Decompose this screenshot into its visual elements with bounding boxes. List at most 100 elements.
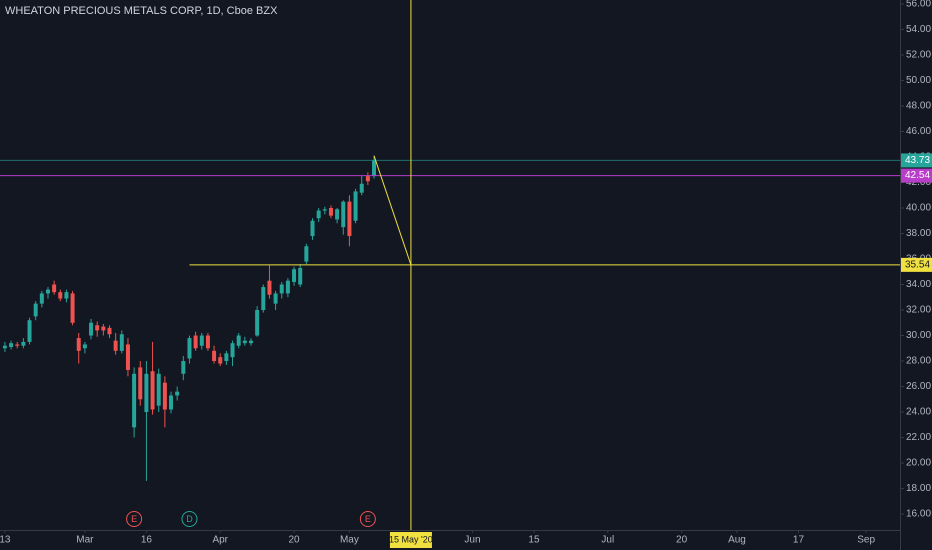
- candle-body: [347, 201, 352, 237]
- event-marker: [181, 511, 198, 527]
- candle-body: [27, 320, 32, 342]
- x-tick-label: 15: [528, 535, 540, 546]
- event-marker: [126, 511, 143, 527]
- candle-body: [261, 287, 266, 311]
- candle-body: [187, 338, 192, 359]
- y-tick-label: 24.00: [906, 407, 931, 418]
- price-line-box: [901, 168, 932, 183]
- candle-body: [58, 292, 63, 299]
- candle-body: [181, 361, 186, 374]
- candle-body: [365, 176, 370, 182]
- candle-body: [322, 209, 327, 211]
- candle-body: [236, 335, 241, 346]
- candle-body: [95, 325, 100, 331]
- y-tick-label: 52.00: [906, 50, 931, 61]
- candle-body: [144, 373, 149, 413]
- y-tick-label: 18.00: [906, 483, 931, 494]
- crosshair-date-label: 15 May '20: [389, 534, 433, 544]
- candle-body: [9, 343, 14, 347]
- candle-body: [285, 280, 290, 294]
- candle-body: [316, 210, 321, 219]
- x-tick-label: 16: [141, 535, 153, 546]
- x-tick-label: 13: [0, 535, 11, 546]
- y-tick-label: 20.00: [906, 458, 931, 469]
- candle-body: [2, 345, 7, 349]
- x-tick-label: Jul: [601, 535, 614, 546]
- event-label: E: [365, 514, 371, 524]
- candle-body: [353, 191, 358, 221]
- candle-body: [328, 207, 333, 216]
- last-price-box: [901, 153, 932, 168]
- candle-body: [113, 340, 118, 351]
- candle-body: [255, 310, 260, 336]
- y-tick-label: 48.00: [906, 101, 931, 112]
- candle-body: [89, 322, 94, 336]
- candle-body: [76, 338, 81, 351]
- candle-body: [162, 382, 167, 410]
- candle-body: [230, 343, 235, 358]
- y-tick-label: 54.00: [906, 24, 931, 35]
- candle-body: [273, 293, 278, 304]
- y-tick-label: 26.00: [906, 381, 931, 392]
- y-tick-label: 16.00: [906, 509, 931, 520]
- x-tick-label: 17: [793, 535, 805, 546]
- candle-body: [292, 269, 297, 282]
- y-tick-label: 32.00: [906, 305, 931, 316]
- candle-body: [212, 350, 217, 362]
- candle-body: [372, 160, 377, 177]
- candle-body: [359, 183, 364, 193]
- candle-body: [132, 373, 137, 428]
- candle-body: [107, 327, 112, 335]
- trend-line: [373, 155, 412, 266]
- x-tick-label: May: [340, 535, 359, 546]
- candle-body: [119, 334, 124, 351]
- event-label: E: [131, 514, 137, 524]
- candle-body: [199, 335, 204, 346]
- candle-body: [175, 391, 180, 396]
- y-tick-label: 46.00: [906, 126, 931, 137]
- candle-body: [335, 209, 340, 220]
- candle-body: [169, 395, 174, 410]
- x-tick-label: Mar: [76, 535, 94, 546]
- candle-body: [70, 293, 75, 323]
- candle-body: [138, 367, 143, 400]
- candle-body: [101, 326, 106, 331]
- candle-body: [310, 220, 315, 237]
- crosshair-date-box: [389, 532, 432, 548]
- candle-body: [205, 335, 210, 349]
- y-tick-label: 56.00: [906, 0, 931, 10]
- chart-title: WHEATON PRECIOUS METALS CORP, 1D, Cboe B…: [5, 5, 278, 17]
- x-tick-label: Aug: [728, 535, 746, 546]
- price-line-label: 42.54: [905, 170, 930, 181]
- candle-body: [64, 292, 69, 299]
- y-tick-label: 28.00: [906, 356, 931, 367]
- candle-body: [45, 289, 50, 294]
- candle-body: [341, 201, 346, 228]
- y-tick-label: 30.00: [906, 330, 931, 341]
- candle-body: [33, 303, 38, 317]
- candle-body: [298, 267, 303, 285]
- event-label: D: [186, 514, 193, 524]
- candle-body: [218, 357, 223, 364]
- candle-body: [267, 280, 272, 295]
- y-tick-label: 50.00: [906, 75, 931, 86]
- x-tick-label: Apr: [212, 535, 228, 546]
- candle-body: [304, 246, 309, 262]
- y-tick-label: 22.00: [906, 432, 931, 443]
- x-tick-label: 20: [676, 535, 688, 546]
- x-tick-label: Sep: [857, 535, 875, 546]
- event-marker: [359, 511, 376, 527]
- x-tick-label: Jun: [464, 535, 480, 546]
- candle-body: [156, 373, 161, 406]
- candle-body: [193, 335, 198, 349]
- y-tick-label: 38.00: [906, 228, 931, 239]
- crosshair-price-box: [901, 257, 932, 272]
- candle-body: [125, 344, 130, 370]
- x-tick-label: 20: [288, 535, 300, 546]
- candle-body: [279, 284, 284, 294]
- crosshair-price-label: 35.54: [905, 260, 930, 271]
- candle-body: [150, 371, 155, 410]
- y-tick-label: 42.00: [906, 177, 931, 188]
